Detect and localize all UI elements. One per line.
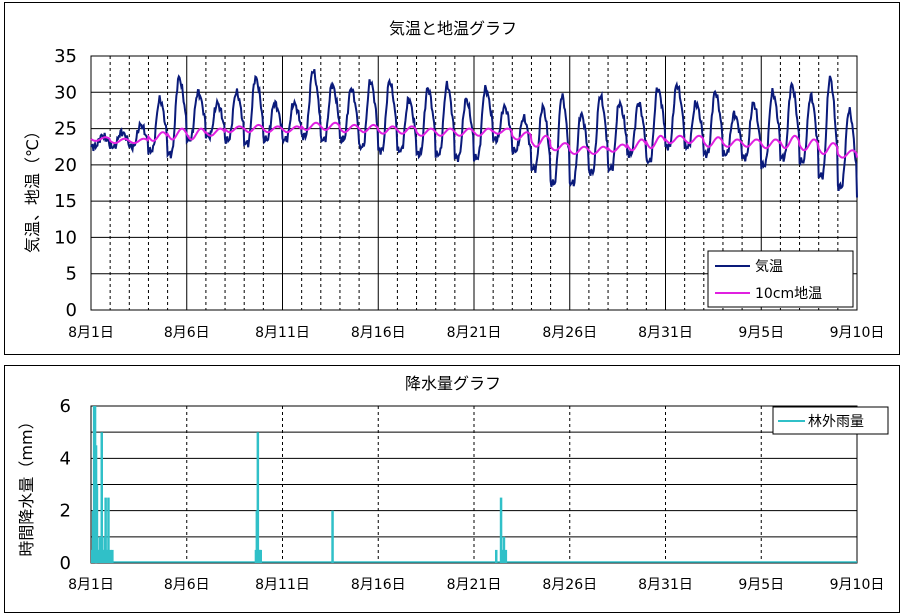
x-tick-label: 9月5日	[738, 577, 784, 593]
temperature-legend-box	[707, 250, 854, 308]
y-tick-label: 6	[60, 396, 71, 417]
x-tick-label: 8月6日	[164, 577, 210, 593]
y-tick-label: 0	[60, 553, 71, 574]
rainfall-bar	[100, 432, 103, 563]
y-tick-label: 35	[54, 46, 77, 67]
temperature-chart-title: 気温と地温グラフ	[389, 19, 517, 38]
rainfall-bar	[104, 497, 107, 563]
rainfall-bar	[499, 497, 503, 563]
rainfall-bar	[95, 484, 99, 563]
x-tick-label: 8月16日	[351, 577, 406, 593]
y-tick-label: 4	[60, 448, 71, 469]
legend-label-air-temp: 気温	[755, 259, 783, 275]
x-tick-label: 9月5日	[738, 325, 784, 341]
y-tick-label: 10	[54, 227, 77, 248]
y-tick-label: 25	[54, 119, 77, 140]
temperature-legend: 気温 10cm地温	[707, 250, 854, 308]
temperature-series-lines	[90, 68, 858, 198]
rainfall-chart-title: 降水量グラフ	[405, 374, 501, 393]
x-tick-label: 8月21日	[447, 325, 502, 341]
rainfall-bar	[109, 549, 112, 563]
rainfall-bar	[502, 536, 506, 563]
x-tick-label: 9月10日	[830, 325, 885, 341]
y-tick-label: 2	[60, 501, 71, 522]
rainfall-bar	[111, 549, 114, 563]
rainfall-plot-frame	[90, 405, 858, 564]
temperature-chart-panel: 気温と地温グラフ 気温、地温（℃） 0 5 10 15 20 25 30 35 8月1日 8月6…	[4, 2, 900, 355]
x-tick-label: 9月10日	[830, 577, 885, 593]
rainfall-bar	[259, 549, 262, 563]
rainfall-legend: 林外雨量	[772, 406, 889, 435]
rainfall-bar	[107, 497, 110, 563]
x-tick-label: 8月26日	[542, 577, 597, 593]
rainfall-chart: 降水量グラフ 時間降水量（mm） 0 2 4 6 8月1日 8月6日 8月11日 8月16日…	[17, 374, 889, 593]
x-tick-label: 8月6日	[164, 325, 210, 341]
temperature-x-ticks: 8月1日 8月6日 8月11日 8月16日 8月21日 8月26日 8月31日 9月5日 9月1…	[68, 325, 884, 341]
temperature-y-axis-label: 気温、地温（℃）	[23, 123, 42, 253]
temperature-chart: 気温と地温グラフ 気温、地温（℃） 0 5 10 15 20 25 30 35 8月1日 8月6…	[23, 19, 884, 341]
temperature-y-ticks: 0 5 10 15 20 25 30 35	[54, 46, 77, 321]
rainfall-grid	[90, 405, 858, 564]
rainfall-bar	[331, 510, 334, 563]
x-tick-label: 8月31日	[638, 577, 693, 593]
x-tick-label: 8月1日	[68, 577, 114, 593]
x-tick-label: 8月11日	[255, 577, 310, 593]
rainfall-bar	[504, 549, 508, 563]
x-tick-label: 8月16日	[351, 325, 406, 341]
y-tick-label: 15	[54, 191, 77, 212]
y-tick-label: 30	[54, 82, 77, 103]
rainfall-bar	[256, 432, 260, 563]
rainfall-y-axis-label: 時間降水量（mm）	[17, 413, 36, 556]
x-tick-label: 8月26日	[542, 325, 597, 341]
x-tick-label: 8月1日	[68, 325, 114, 341]
rainfall-bar	[495, 549, 498, 563]
y-tick-label: 20	[54, 155, 77, 176]
legend-label-soil-temp: 10cm地温	[755, 286, 822, 302]
y-tick-label: 0	[66, 300, 77, 321]
rainfall-x-ticks: 8月1日 8月6日 8月11日 8月16日 8月21日 8月26日 8月31日 9月5日 9月1…	[68, 577, 884, 593]
x-tick-label: 8月21日	[447, 577, 502, 593]
legend-label-rainfall: 林外雨量	[808, 414, 864, 430]
rainfall-y-ticks: 0 2 4 6	[60, 396, 71, 574]
series-line-soil-temp	[90, 121, 858, 159]
rainfall-chart-panel: 降水量グラフ 時間降水量（mm） 0 2 4 6 8月1日 8月6日 8月11日 8月16日…	[4, 365, 900, 613]
x-tick-label: 8月11日	[255, 325, 310, 341]
x-tick-label: 8月31日	[638, 325, 693, 341]
rainfall-bars	[91, 406, 857, 564]
y-tick-label: 5	[66, 264, 77, 285]
